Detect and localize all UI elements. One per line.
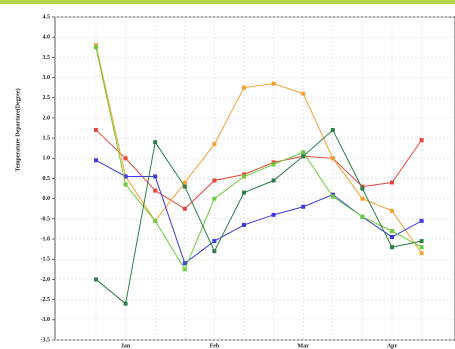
series-line bbox=[95, 129, 423, 210]
point bbox=[271, 162, 276, 167]
point bbox=[360, 186, 365, 191]
point bbox=[390, 228, 394, 233]
y-axis-label: Temperature Departure(Degree) bbox=[14, 88, 21, 171]
point bbox=[123, 301, 128, 306]
point bbox=[390, 180, 394, 185]
point bbox=[212, 142, 217, 147]
point bbox=[330, 192, 335, 197]
series-line bbox=[95, 159, 422, 265]
series-line bbox=[95, 129, 422, 305]
point bbox=[94, 43, 98, 48]
y-tick-label: 2.0 bbox=[43, 115, 51, 121]
point bbox=[212, 249, 217, 254]
point bbox=[242, 222, 246, 227]
x-tick-label: Mar bbox=[298, 343, 310, 349]
series-line bbox=[95, 45, 423, 254]
y-tick-label: 1.5 bbox=[43, 136, 51, 142]
y-tick-label: 3.5 bbox=[43, 55, 51, 61]
point bbox=[419, 239, 424, 244]
point bbox=[301, 150, 306, 155]
point bbox=[153, 174, 158, 179]
point bbox=[301, 154, 306, 159]
point bbox=[419, 245, 424, 250]
y-tick-label: -1.0 bbox=[41, 236, 51, 242]
point bbox=[242, 172, 246, 177]
point bbox=[182, 184, 187, 189]
point bbox=[123, 156, 128, 161]
point bbox=[94, 128, 98, 133]
point bbox=[123, 174, 128, 179]
y-tick-label: -2.5 bbox=[41, 297, 51, 303]
y-tick-label: 3.0 bbox=[43, 75, 51, 81]
point bbox=[271, 178, 276, 183]
point bbox=[123, 182, 128, 187]
point bbox=[360, 214, 365, 219]
point bbox=[242, 85, 246, 90]
point bbox=[242, 174, 246, 179]
point bbox=[301, 204, 306, 209]
y-tick-label: 2.5 bbox=[43, 95, 51, 101]
point bbox=[153, 188, 158, 193]
point bbox=[360, 196, 365, 201]
y-tick-label: -2.0 bbox=[41, 277, 51, 283]
y-tick-label: -3.0 bbox=[41, 317, 51, 323]
point bbox=[182, 267, 187, 272]
point bbox=[390, 235, 394, 240]
point bbox=[182, 261, 187, 266]
point bbox=[271, 160, 276, 165]
point bbox=[330, 194, 335, 199]
point bbox=[419, 251, 424, 256]
top-band bbox=[0, 0, 455, 4]
x-tick-label: Jan bbox=[121, 343, 131, 349]
x-tick-label: Apr bbox=[387, 343, 398, 349]
point bbox=[390, 245, 394, 250]
point bbox=[360, 184, 365, 189]
y-tick-label: -3.5 bbox=[41, 337, 51, 343]
point bbox=[242, 190, 246, 195]
x-tick-label: Feb bbox=[210, 343, 220, 349]
point bbox=[212, 239, 217, 244]
series-line bbox=[95, 47, 422, 271]
point bbox=[94, 158, 98, 163]
point bbox=[182, 206, 187, 211]
y-tick-label: -0.5 bbox=[41, 216, 51, 222]
point bbox=[271, 212, 276, 217]
point bbox=[212, 196, 217, 201]
point bbox=[419, 218, 424, 223]
point bbox=[153, 140, 158, 145]
point bbox=[330, 128, 335, 133]
y-tick-label: -1.5 bbox=[41, 257, 51, 263]
point bbox=[271, 81, 276, 86]
y-tick-label: 0.5 bbox=[43, 176, 51, 182]
point bbox=[419, 138, 424, 143]
y-tick-label: 0.0 bbox=[43, 196, 51, 202]
point bbox=[330, 156, 335, 161]
point bbox=[153, 218, 158, 223]
point bbox=[94, 277, 98, 282]
y-tick-label: 1.0 bbox=[43, 156, 51, 162]
y-tick-label: 4.5 bbox=[43, 14, 51, 20]
point bbox=[301, 91, 306, 96]
point bbox=[182, 180, 187, 185]
point bbox=[212, 178, 217, 183]
y-tick-label: 4.0 bbox=[43, 35, 51, 41]
point bbox=[390, 208, 394, 213]
point bbox=[94, 45, 98, 50]
